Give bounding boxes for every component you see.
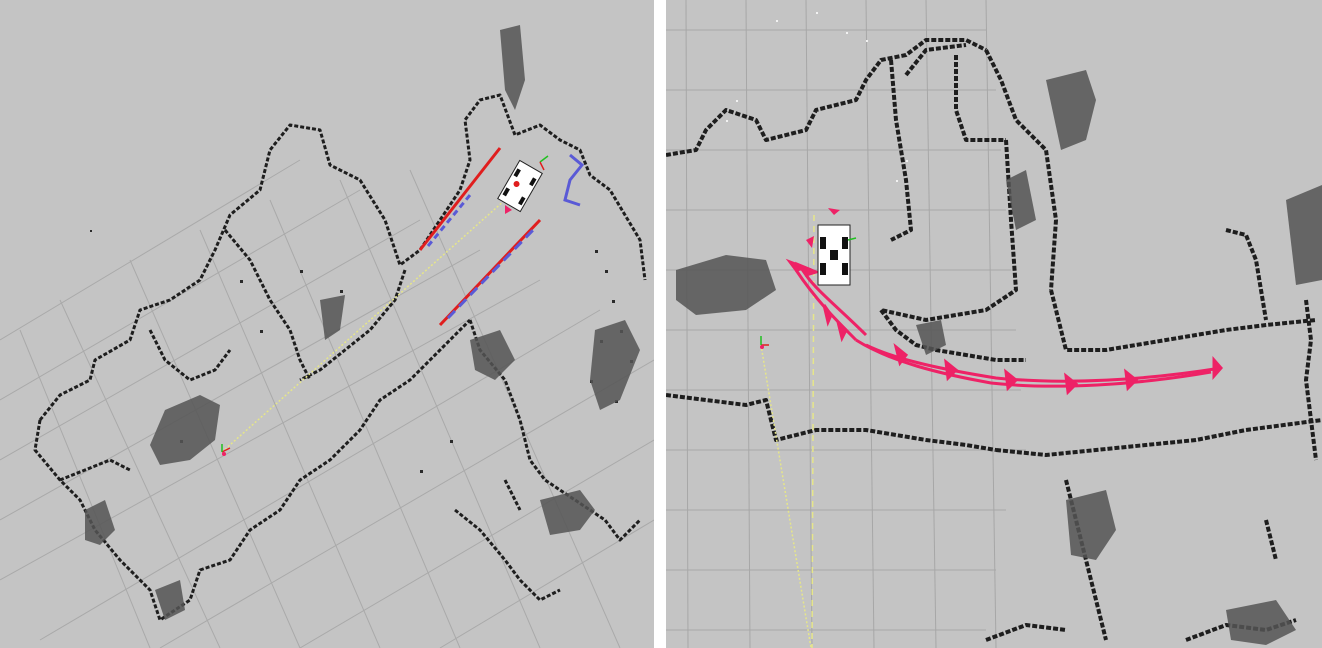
viewport-separator — [654, 0, 666, 648]
map-noise — [726, 12, 908, 182]
pose-array-icon — [790, 262, 1221, 392]
robot-icon[interactable] — [498, 160, 543, 211]
map-obstacles — [676, 70, 1322, 645]
ground-grid — [666, 0, 1026, 648]
zoomed-map-canvas[interactable] — [666, 0, 1322, 648]
zoomed-map-viewport[interactable] — [666, 0, 1322, 648]
planned-path — [222, 200, 505, 452]
origin-axes-icon — [760, 336, 769, 349]
laser-scan — [420, 148, 582, 325]
map-walls — [35, 95, 645, 620]
robot-icon[interactable] — [818, 225, 850, 285]
ground-grid — [0, 160, 654, 648]
overview-map-viewport[interactable] — [0, 0, 654, 648]
map-obstacles — [85, 25, 640, 620]
overview-map-canvas[interactable] — [0, 0, 654, 648]
